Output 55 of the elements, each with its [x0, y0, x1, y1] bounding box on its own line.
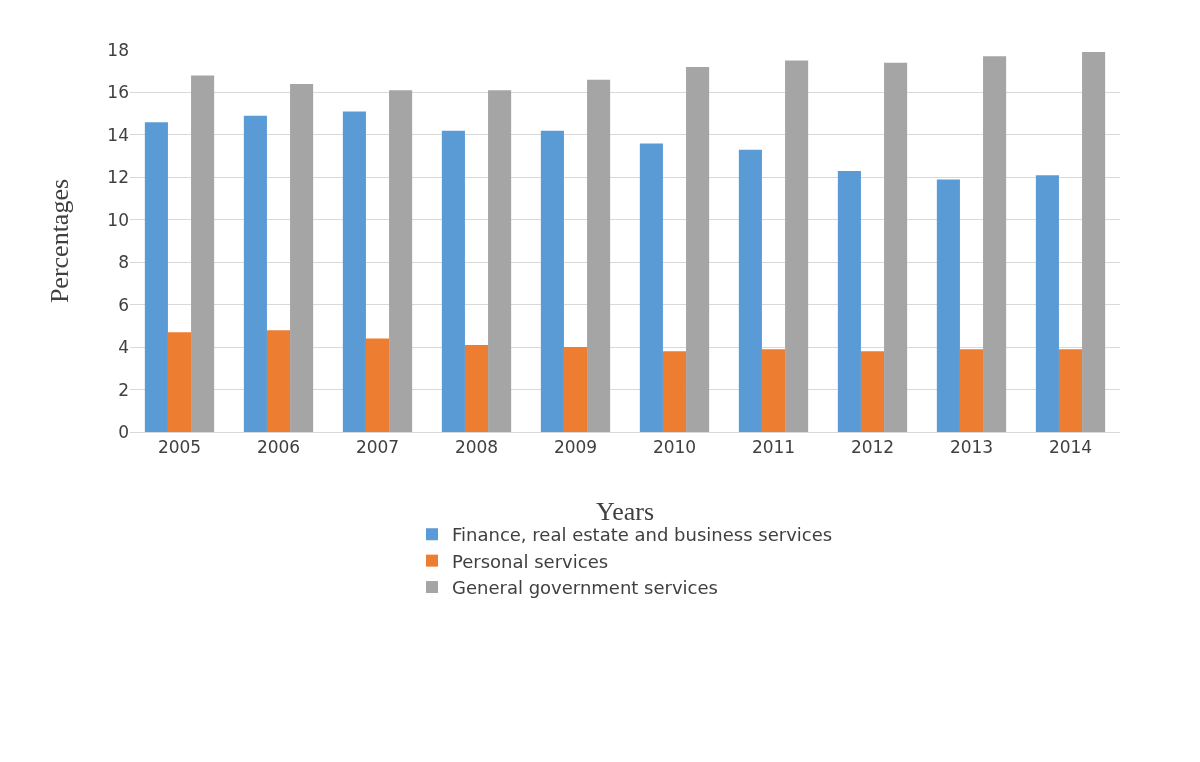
- bar: [761, 349, 786, 432]
- y-tick-label: 0: [118, 421, 129, 442]
- bar: [464, 344, 489, 432]
- legend-label: General government services: [452, 577, 718, 599]
- bar: [540, 130, 564, 432]
- bar: [662, 351, 687, 432]
- bar: [144, 122, 168, 432]
- y-tick-label: 2: [118, 379, 129, 400]
- bar: [342, 111, 366, 432]
- x-tick-label: 2006: [256, 437, 301, 458]
- bar: [266, 330, 291, 432]
- bar: [191, 75, 215, 432]
- x-tick-label: 2012: [850, 437, 895, 458]
- bar: [686, 66, 710, 432]
- x-tick-label: 2008: [454, 437, 499, 458]
- bar: [488, 90, 512, 432]
- bar: [1082, 52, 1106, 432]
- y-tick-label: 6: [118, 294, 129, 315]
- legend-label: Personal services: [452, 550, 609, 572]
- x-tick-label: 2014: [1048, 437, 1093, 458]
- bar: [365, 338, 390, 432]
- bar: [1058, 349, 1083, 432]
- y-tick-label: 18: [107, 39, 129, 60]
- bar: [290, 83, 314, 432]
- bar: [936, 179, 960, 432]
- bar: [639, 143, 663, 432]
- x-tick-label: 2007: [355, 437, 400, 458]
- y-tick-label: 4: [118, 337, 129, 358]
- bar: [860, 351, 885, 432]
- bar: [785, 60, 809, 432]
- bar: [959, 349, 984, 432]
- bar: [837, 170, 861, 432]
- bar: [1035, 175, 1059, 432]
- y-axis-title: Percentages: [45, 178, 74, 304]
- x-tick-label: 2005: [157, 437, 202, 458]
- bar: [884, 62, 908, 432]
- y-tick-label: 14: [107, 124, 129, 145]
- bar: [389, 90, 413, 432]
- bar: [167, 332, 192, 432]
- legend-label: Finance, real estate and business services: [452, 524, 833, 546]
- bar: [983, 56, 1007, 432]
- bar: [563, 347, 588, 432]
- x-tick-label: 2010: [652, 437, 697, 458]
- y-tick-label: 16: [107, 82, 129, 103]
- y-tick-label: 8: [118, 252, 129, 273]
- x-tick-label: 2011: [751, 437, 796, 458]
- bar: [441, 130, 465, 432]
- y-tick-label: 12: [107, 167, 129, 188]
- x-tick-label: 2009: [553, 437, 598, 458]
- x-tick-label: 2013: [949, 437, 994, 458]
- bar: [587, 79, 611, 432]
- bar: [243, 115, 267, 432]
- y-tick-label: 10: [107, 209, 129, 230]
- bar: [738, 149, 762, 432]
- x-axis-title: Years: [595, 497, 655, 526]
